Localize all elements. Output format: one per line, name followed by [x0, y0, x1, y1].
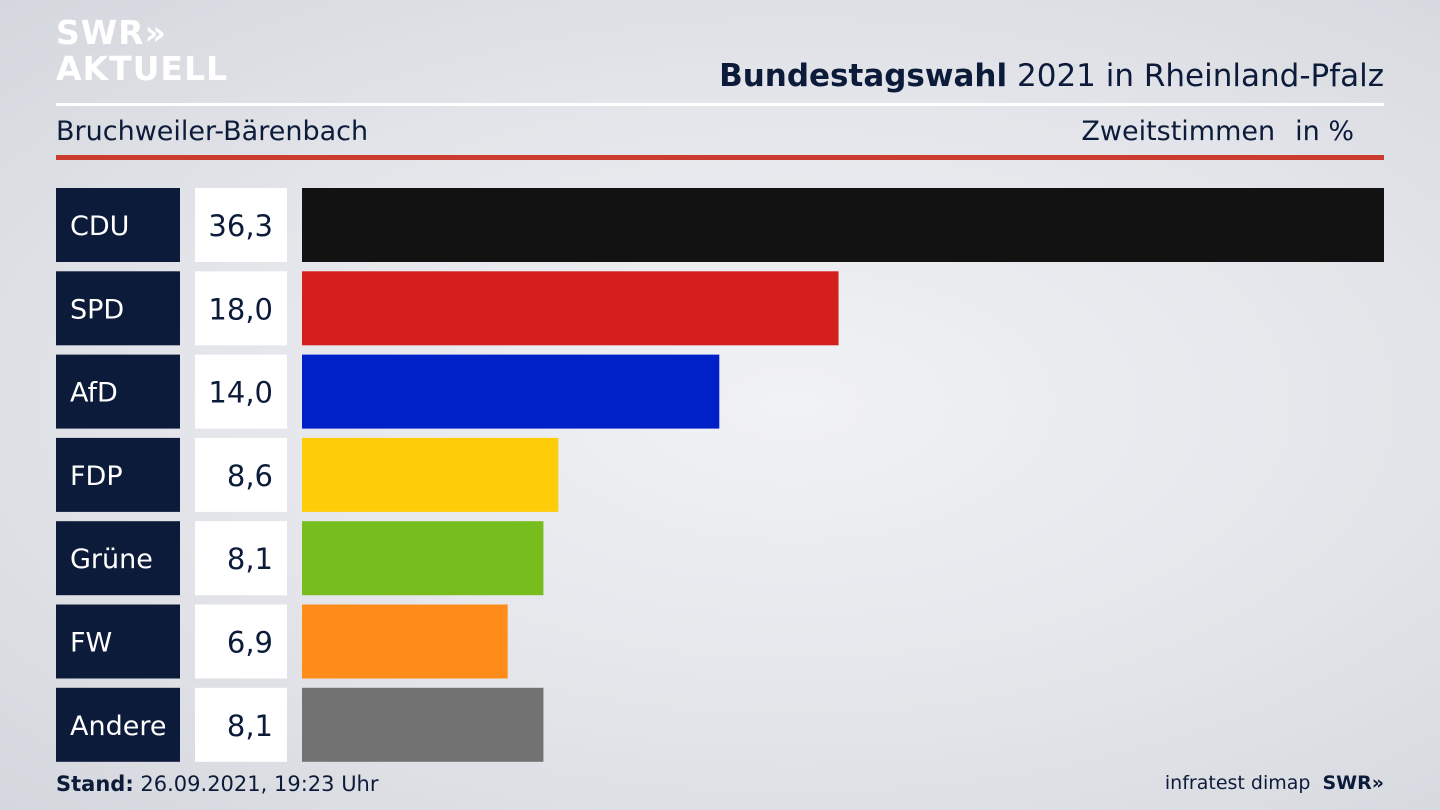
party-label-gr-ne: Grüne — [70, 544, 153, 575]
measure-unit: in % — [1295, 116, 1354, 147]
value-box-fw — [195, 604, 287, 679]
value-label-fw: 6,9 — [227, 626, 273, 660]
party-label-box-afd — [56, 354, 180, 429]
bar-afd — [302, 354, 720, 429]
source-credit: infratest dimap SWR» — [1165, 772, 1384, 794]
value-label-cdu: 36,3 — [208, 209, 273, 243]
party-label-cdu: CDU — [70, 211, 129, 242]
bar-spd — [302, 271, 839, 346]
logo-line-1: SWR» — [56, 13, 167, 52]
party-label-box-fw — [56, 604, 180, 679]
party-label-box-andere — [56, 687, 180, 762]
value-box-afd — [195, 354, 287, 429]
title-bold: Bundestagswahl — [719, 58, 1008, 94]
stand-label: Stand: — [56, 772, 134, 796]
value-box-andere — [195, 687, 287, 762]
value-box-fdp — [195, 437, 287, 512]
party-label-spd: SPD — [70, 294, 124, 325]
value-label-afd: 14,0 — [208, 376, 273, 410]
party-label-fw: FW — [70, 628, 112, 659]
value-label-fdp: 8,6 — [227, 459, 273, 493]
party-label-andere: Andere — [70, 711, 166, 742]
value-box-spd — [195, 271, 287, 346]
party-label-box-spd — [56, 271, 180, 346]
party-label-afd: AfD — [70, 378, 118, 409]
value-label-gr-ne: 8,1 — [227, 542, 273, 576]
accent-divider — [56, 155, 1384, 160]
party-label-box-cdu — [56, 188, 180, 262]
value-box-cdu — [195, 188, 287, 262]
party-label-box-gr-ne — [56, 521, 180, 596]
measure-label: Zweitstimmen in % — [1081, 116, 1354, 147]
timestamp: Stand: 26.09.2021, 19:23 Uhr — [56, 772, 379, 796]
value-box-gr-ne — [195, 521, 287, 596]
bar-fw — [302, 604, 508, 679]
party-label-fdp: FDP — [70, 461, 123, 492]
value-label-spd: 18,0 — [208, 292, 273, 326]
page-title: Bundestagswahl 2021 in Rheinland-Pfalz — [719, 58, 1384, 94]
bar-fdp — [302, 437, 559, 512]
party-label-box-fdp — [56, 437, 180, 512]
stand-value: 26.09.2021, 19:23 Uhr — [140, 772, 379, 796]
logo-line-2: AKTUELL — [56, 49, 229, 88]
region-name: Bruchweiler-Bärenbach — [56, 116, 369, 147]
bar-gr-ne — [302, 521, 544, 596]
value-label-andere: 8,1 — [227, 709, 273, 743]
swr-brand-logo: SWR» — [1322, 772, 1384, 794]
bar-andere — [302, 687, 544, 762]
source-label: infratest dimap — [1164, 772, 1311, 794]
swr-aktuell-logo: SWR» AKTUELL — [56, 16, 228, 85]
measure-name: Zweitstimmen — [1081, 116, 1276, 147]
bar-cdu — [302, 188, 1384, 262]
header-divider — [56, 103, 1384, 106]
title-rest: 2021 in Rheinland-Pfalz — [1017, 58, 1384, 94]
